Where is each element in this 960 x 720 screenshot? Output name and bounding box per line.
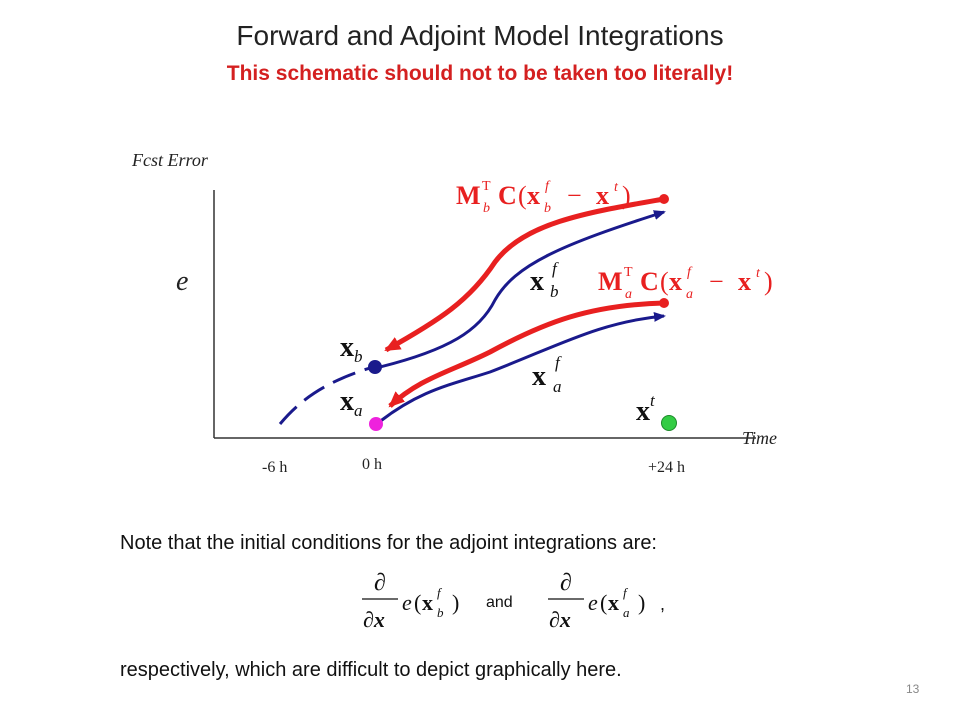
svg-text:f: f (437, 585, 443, 600)
svg-text:t: t (756, 266, 761, 281)
svg-text:a: a (625, 287, 632, 302)
svg-text:∂: ∂ (374, 570, 386, 596)
formula-gradient-a: ∂ ∂x e ( x f a ) (548, 570, 645, 632)
tick-minus-6h: -6 h (262, 459, 288, 476)
note-and: and (486, 594, 513, 611)
label-xbf-sup: f (552, 259, 559, 278)
svg-text:b: b (483, 201, 490, 216)
svg-text:(: ( (600, 590, 607, 615)
svg-text:): ) (622, 181, 631, 210)
svg-text:x: x (422, 590, 433, 615)
svg-text:b: b (437, 605, 444, 620)
svg-text:e: e (588, 590, 598, 615)
xbf-endpoint-dot (659, 194, 669, 204)
svg-text:−: − (709, 267, 724, 296)
svg-text:∂x: ∂x (363, 607, 385, 632)
svg-text:−: − (567, 181, 582, 210)
xaf-endpoint-dot (659, 298, 669, 308)
svg-text:x: x (527, 181, 540, 210)
svg-text:): ) (452, 590, 459, 615)
forward-trajectory-b (375, 210, 666, 370)
svg-text:∂: ∂ (560, 570, 572, 596)
svg-text:): ) (638, 590, 645, 615)
svg-text:x: x (738, 267, 751, 296)
svg-text:e: e (402, 590, 412, 615)
svg-text:x: x (596, 181, 609, 210)
adjoint-forcing-b: M T b C ( x f b − x t ) (456, 179, 631, 216)
adjoint-forcing-a: M T a C ( x f a − x t ) (598, 265, 773, 302)
note-comma: , (660, 594, 666, 614)
tick-plus-24h: +24 h (648, 459, 686, 476)
forward-trajectory-a (377, 311, 666, 425)
label-xa: xa (340, 386, 363, 420)
label-xbf: x (530, 266, 544, 297)
svg-text:M: M (598, 267, 623, 296)
xt-point (661, 415, 677, 431)
label-xaf: x (532, 361, 546, 392)
svg-text:f: f (623, 585, 629, 600)
svg-text:(: ( (414, 590, 421, 615)
slide-subtitle: This schematic should not to be taken to… (226, 62, 734, 85)
svg-text:x: x (608, 590, 619, 615)
x-axis-label: Time (742, 428, 778, 448)
svg-text:t: t (614, 180, 619, 195)
svg-text:b: b (544, 201, 551, 216)
svg-text:f: f (545, 179, 551, 194)
svg-text:T: T (624, 265, 633, 280)
formula-gradient-b: ∂ ∂x e ( x f b ) (362, 570, 459, 632)
svg-text:(: ( (518, 181, 527, 210)
adjoint-trajectory-a (388, 300, 665, 408)
label-xbf-sub: b (550, 282, 559, 301)
note-line-1: Note that the initial conditions for the… (120, 532, 657, 554)
svg-text:M: M (456, 181, 481, 210)
svg-text:(: ( (660, 267, 669, 296)
svg-text:f: f (687, 265, 693, 280)
error-symbol: e (176, 266, 188, 297)
svg-text:a: a (686, 287, 693, 302)
xa-point (369, 417, 383, 431)
xb-point (368, 360, 382, 374)
svg-text:C: C (498, 181, 517, 210)
label-xaf-sup: f (555, 353, 562, 372)
svg-text:): ) (764, 267, 773, 296)
tick-0h: 0 h (362, 456, 382, 473)
svg-text:T: T (482, 179, 491, 194)
dashed-background-trajectory (278, 366, 371, 425)
note-line-2: respectively, which are difficult to dep… (120, 659, 622, 681)
svg-text:x: x (669, 267, 682, 296)
slide-title: Forward and Adjoint Model Integrations (236, 20, 724, 51)
adjoint-trajectory-b (384, 196, 665, 353)
svg-text:C: C (640, 267, 659, 296)
label-xaf-sub: a (553, 377, 562, 396)
label-xb: xb (340, 332, 363, 366)
svg-text:a: a (623, 605, 630, 620)
svg-text:∂x: ∂x (549, 607, 571, 632)
page-number: 13 (906, 682, 920, 696)
label-xt: xt (636, 391, 656, 427)
y-axis-label: Fcst Error (132, 150, 208, 170)
